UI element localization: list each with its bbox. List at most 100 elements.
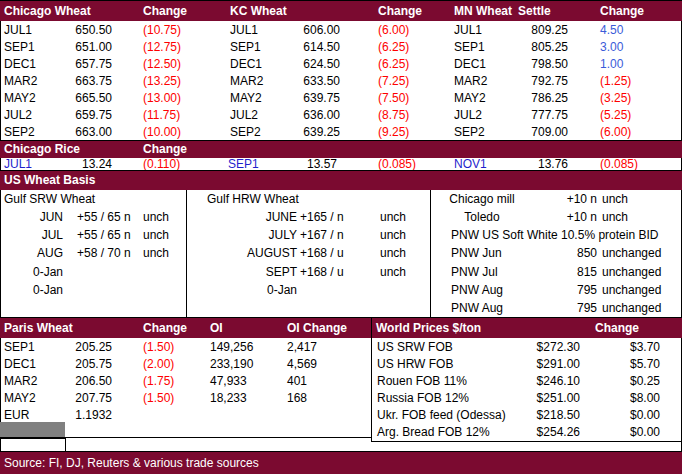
paris-header-bar: Paris Wheat Change OI OI Change (0, 318, 371, 338)
mn-change-header: Change (600, 1, 644, 21)
basis-location: PNW Jun (432, 246, 532, 260)
price-change: (6.25) (378, 57, 448, 71)
settle-price: 639.25 (280, 125, 340, 139)
table-row: US SRW FOB $272.30 $3.70 (372, 338, 682, 355)
price-change: (0.085) (378, 158, 416, 170)
wheat-price-report: Chicago Wheat Change KC Wheat Change MN … (0, 0, 682, 474)
price-change: (6.00) (600, 125, 670, 139)
contract-month: MAR2 (4, 374, 52, 388)
basis-row: PNW Aug 795 unchanged (430, 281, 682, 299)
price-change: 3.00 (600, 40, 670, 54)
settle-price: 805.25 (504, 40, 568, 54)
contract-month: DEC1 (230, 57, 280, 71)
basis-value: 815 (532, 265, 597, 279)
price-change: (7.50) (378, 91, 448, 105)
price-change: (2.00) (143, 357, 203, 371)
table-row: MAY2 786.25 (3.25) (454, 89, 680, 106)
settle-price: 663.00 (52, 125, 112, 139)
basis-status: unchanged (602, 265, 682, 279)
basis-status: unch (380, 246, 430, 260)
empty-bordered-cell (0, 438, 66, 452)
basis-value: +167 / n (300, 228, 376, 242)
basis-row: AUG +58 / 70 n unch (0, 244, 186, 262)
price: $254.26 (512, 425, 580, 439)
price-change: (12.75) (143, 40, 213, 54)
price: $291.00 (512, 357, 580, 371)
contract-month: MAY2 (4, 91, 52, 105)
table-row: SEP1 614.50 (6.25) (230, 38, 450, 55)
gulf-hrw-title: Gulf HRW Wheat (207, 192, 299, 206)
open-interest: 47,933 (210, 374, 280, 388)
price-change: 4.50 (600, 23, 670, 37)
basis-status: unch (143, 228, 186, 242)
basis-status: unchanged (602, 283, 682, 297)
contract-month: SEP1 (230, 40, 280, 54)
table-row: DEC1 798.50 1.00 (454, 55, 680, 72)
basis-month: JULY (207, 228, 297, 242)
gulf-hrw-column: Gulf HRW Wheat JUNE +165 / n unch JULY +… (186, 190, 430, 299)
basis-value: +10 n (532, 192, 597, 206)
futures-header-bar: Chicago Wheat Change KC Wheat Change MN … (0, 1, 682, 21)
table-row: Russia FOB 12% $251.00 $8.00 (372, 389, 682, 406)
settle-price: 206.50 (52, 374, 112, 388)
contract-month: MAR2 (230, 74, 280, 88)
contract-month: NOV1 (454, 158, 487, 170)
basis-month: JUN (18, 210, 63, 224)
paris-wheat-title: Paris Wheat (4, 318, 73, 338)
price-change: $0.25 (580, 374, 660, 388)
table-row: DEC1 205.75 (2.00) 233,190 4,569 (0, 355, 371, 372)
basis-header-bar: US Wheat Basis (0, 171, 682, 190)
settle-price: 777.75 (504, 108, 568, 122)
market-label: Ukr. FOB feed (Odessa) (377, 408, 512, 422)
basis-status: unch (380, 228, 430, 242)
world-header-bar: World Prices $/ton Change (372, 318, 682, 338)
basis-row: JUN +55 / 65 n unch (0, 208, 186, 226)
settle-price: 651.00 (52, 40, 112, 54)
table-row: JUL2 659.75 (11.75) (0, 106, 225, 123)
basis-row: JULY +167 / n unch (186, 226, 430, 244)
basis-status: unch (602, 210, 682, 224)
price-change: (9.25) (378, 125, 448, 139)
basis-value: +168 / u (300, 246, 376, 260)
basis-row: 0-Jan (0, 263, 186, 281)
gray-placeholder-box (0, 422, 65, 437)
price: $251.00 (512, 391, 580, 405)
settle-price: 207.75 (52, 391, 112, 405)
chicago-wheat-table: JUL1 650.50 (10.75) SEP1 651.00 (12.75) … (0, 21, 225, 140)
settle-price: 786.25 (504, 91, 568, 105)
basis-status: unchanged (602, 301, 682, 315)
rice-row: JUL1 13.24 (0.110) SEP1 13.57 (0.085) NO… (0, 158, 682, 170)
contract-month: JUL1 (4, 23, 52, 37)
paris-oi-change-header: OI Change (287, 318, 347, 338)
basis-row: Chicago mill +10 n unch (430, 190, 682, 208)
basis-row: JUL +55 / 65 n unch (0, 226, 186, 244)
table-row: JUL1 809.25 4.50 (454, 21, 680, 38)
basis-row: PNW Jul 815 unchanged (430, 263, 682, 281)
mn-settle-header: Settle (518, 1, 551, 21)
contract-month: SEP1 (228, 158, 259, 170)
settle-price: 633.50 (280, 74, 340, 88)
price-change: (6.25) (378, 40, 448, 54)
settle-price: 650.50 (52, 23, 112, 37)
basis-status: unchanged (602, 246, 682, 260)
contract-month: EUR (4, 408, 52, 422)
paris-wheat-table: SEP1 205.25 (1.50) 149,256 2,417 DEC1 20… (0, 338, 371, 423)
table-row: Ukr. FOB feed (Odessa) $218.50 $0.00 (372, 407, 682, 424)
basis-status: unch (380, 265, 430, 279)
price-change: (7.25) (378, 74, 448, 88)
contract-month: DEC1 (4, 357, 52, 371)
basis-row: JUNE +165 / n unch (186, 208, 430, 226)
basis-location: PNW Jul (432, 265, 532, 279)
price-change: $8.00 (580, 391, 660, 405)
table-row: MAY2 207.75 (1.50) 18,233 168 (0, 389, 371, 406)
table-row: SEP1 205.25 (1.50) 149,256 2,417 (0, 338, 371, 355)
price: $246.10 (512, 374, 580, 388)
price-change: (5.25) (600, 108, 670, 122)
basis-location: Toledo (432, 210, 532, 224)
settle-price: 665.50 (52, 91, 112, 105)
chicago-rice-title: Chicago Rice (4, 141, 80, 158)
contract-month: JUL1 (4, 158, 32, 170)
contract-month: DEC1 (454, 57, 504, 71)
price-change: (10.75) (143, 23, 213, 37)
table-row: EUR 1.1932 (0, 406, 371, 423)
